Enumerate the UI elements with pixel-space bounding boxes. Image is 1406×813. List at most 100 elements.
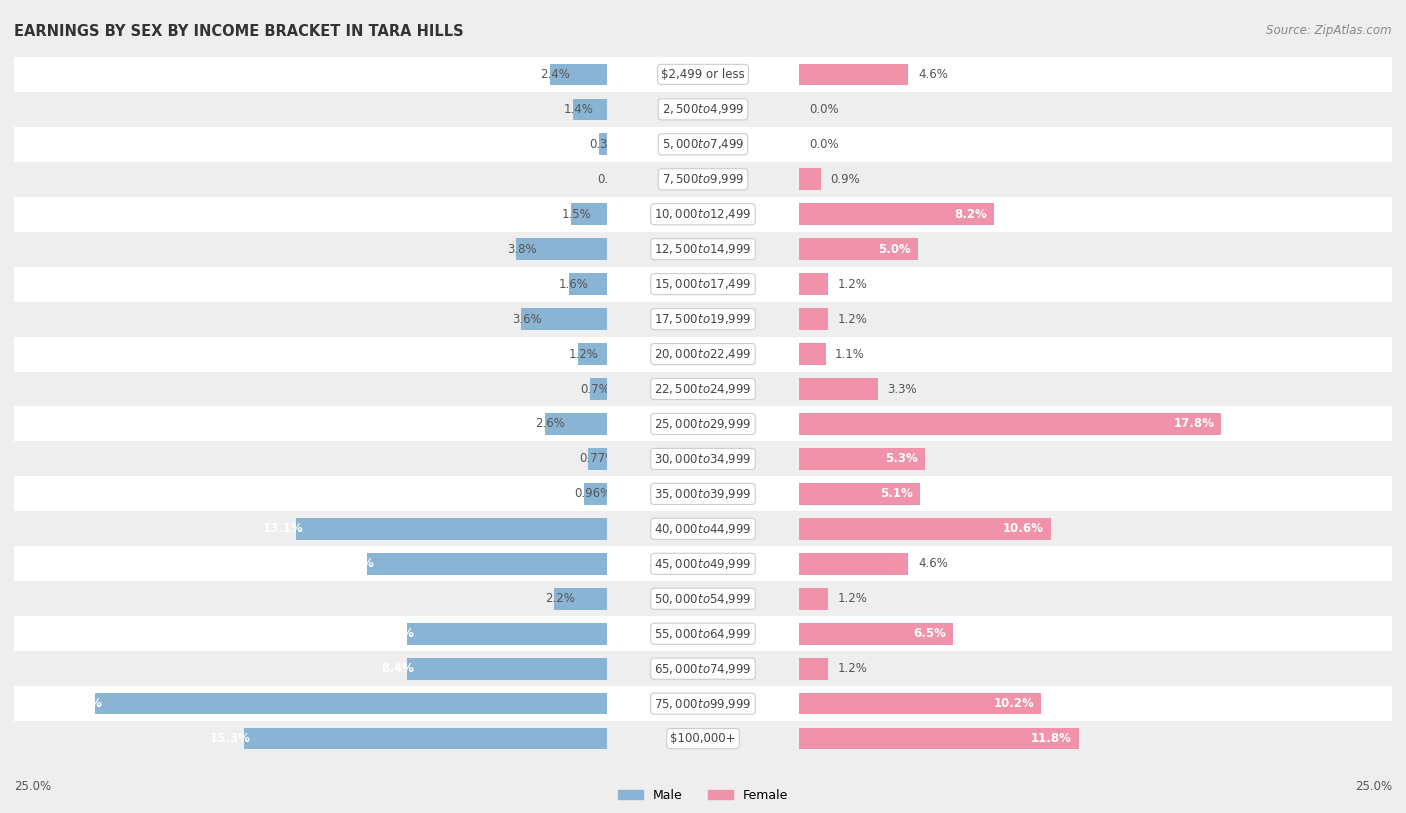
Bar: [606, 721, 800, 756]
Text: 2.2%: 2.2%: [546, 593, 575, 605]
Text: $10,000 to $12,499: $10,000 to $12,499: [654, 207, 752, 221]
Bar: [800, 581, 1392, 616]
Text: 0.32%: 0.32%: [589, 138, 627, 150]
Text: 1.2%: 1.2%: [838, 313, 868, 325]
Bar: [800, 63, 908, 85]
Bar: [800, 273, 828, 295]
Text: $30,000 to $34,999: $30,000 to $34,999: [654, 452, 752, 466]
Text: 10.1%: 10.1%: [333, 558, 374, 570]
Bar: [800, 693, 1042, 715]
Bar: [800, 127, 1392, 162]
Bar: [606, 406, 800, 441]
Bar: [800, 588, 828, 610]
Text: 13.1%: 13.1%: [263, 523, 304, 535]
Text: 8.4%: 8.4%: [381, 663, 415, 675]
Text: 10.6%: 10.6%: [1002, 523, 1043, 535]
Text: $22,500 to $24,999: $22,500 to $24,999: [654, 382, 752, 396]
Text: 0.77%: 0.77%: [579, 453, 616, 465]
Bar: [800, 651, 1392, 686]
Bar: [408, 623, 606, 645]
Bar: [583, 483, 606, 505]
Bar: [800, 728, 1080, 750]
Text: 3.6%: 3.6%: [512, 313, 541, 325]
Bar: [800, 337, 1392, 372]
Bar: [606, 232, 800, 267]
Bar: [297, 518, 606, 540]
Text: $35,000 to $39,999: $35,000 to $39,999: [654, 487, 752, 501]
Text: 5.0%: 5.0%: [879, 243, 911, 255]
Bar: [14, 232, 606, 267]
Bar: [14, 581, 606, 616]
Text: $55,000 to $64,999: $55,000 to $64,999: [654, 627, 752, 641]
Bar: [94, 693, 606, 715]
Bar: [606, 616, 800, 651]
Text: $5,000 to $7,499: $5,000 to $7,499: [662, 137, 744, 151]
Bar: [14, 197, 606, 232]
Bar: [606, 267, 800, 302]
Text: 10.2%: 10.2%: [993, 698, 1033, 710]
Bar: [546, 413, 606, 435]
Bar: [800, 623, 953, 645]
Bar: [522, 308, 606, 330]
Bar: [554, 588, 606, 610]
Text: 1.2%: 1.2%: [838, 663, 868, 675]
Bar: [516, 238, 606, 260]
Text: 1.6%: 1.6%: [560, 278, 589, 290]
Bar: [800, 92, 1392, 127]
Bar: [14, 267, 606, 302]
Text: 1.1%: 1.1%: [835, 348, 865, 360]
Bar: [606, 651, 800, 686]
Bar: [14, 162, 606, 197]
Bar: [800, 308, 828, 330]
Bar: [800, 372, 1392, 406]
Bar: [800, 203, 994, 225]
Text: 1.2%: 1.2%: [838, 278, 868, 290]
Bar: [800, 57, 1392, 92]
Bar: [606, 92, 800, 127]
Text: 1.2%: 1.2%: [568, 348, 599, 360]
Bar: [800, 448, 925, 470]
Text: $2,500 to $4,999: $2,500 to $4,999: [662, 102, 744, 116]
Text: 2.6%: 2.6%: [536, 418, 565, 430]
Bar: [800, 168, 821, 190]
Bar: [606, 337, 800, 372]
Bar: [800, 162, 1392, 197]
Text: $17,500 to $19,999: $17,500 to $19,999: [654, 312, 752, 326]
Bar: [800, 721, 1392, 756]
Bar: [14, 127, 606, 162]
Bar: [800, 406, 1392, 441]
Bar: [800, 302, 1392, 337]
Bar: [606, 581, 800, 616]
Bar: [800, 553, 908, 575]
Bar: [606, 372, 800, 406]
Text: 3.8%: 3.8%: [508, 243, 537, 255]
Bar: [800, 476, 1392, 511]
Bar: [606, 162, 800, 197]
Text: EARNINGS BY SEX BY INCOME BRACKET IN TARA HILLS: EARNINGS BY SEX BY INCOME BRACKET IN TAR…: [14, 24, 464, 39]
Bar: [14, 57, 606, 92]
Bar: [599, 133, 606, 155]
Bar: [800, 238, 918, 260]
Bar: [367, 553, 606, 575]
Text: 3.3%: 3.3%: [887, 383, 917, 395]
Text: 25.0%: 25.0%: [1355, 780, 1392, 793]
Bar: [800, 483, 921, 505]
Bar: [245, 728, 606, 750]
Text: $45,000 to $49,999: $45,000 to $49,999: [654, 557, 752, 571]
Text: 2.4%: 2.4%: [540, 68, 569, 80]
Bar: [568, 273, 606, 295]
Text: $40,000 to $44,999: $40,000 to $44,999: [654, 522, 752, 536]
Bar: [800, 343, 825, 365]
Text: $65,000 to $74,999: $65,000 to $74,999: [654, 662, 752, 676]
Text: $50,000 to $54,999: $50,000 to $54,999: [654, 592, 752, 606]
Bar: [14, 651, 606, 686]
Bar: [591, 378, 606, 400]
Bar: [800, 658, 828, 680]
Text: $2,499 or less: $2,499 or less: [661, 68, 745, 80]
Text: $20,000 to $22,499: $20,000 to $22,499: [654, 347, 752, 361]
Text: 0.96%: 0.96%: [574, 488, 612, 500]
Bar: [14, 511, 606, 546]
Bar: [571, 203, 606, 225]
Text: 4.6%: 4.6%: [918, 558, 948, 570]
Text: 8.2%: 8.2%: [953, 208, 987, 220]
